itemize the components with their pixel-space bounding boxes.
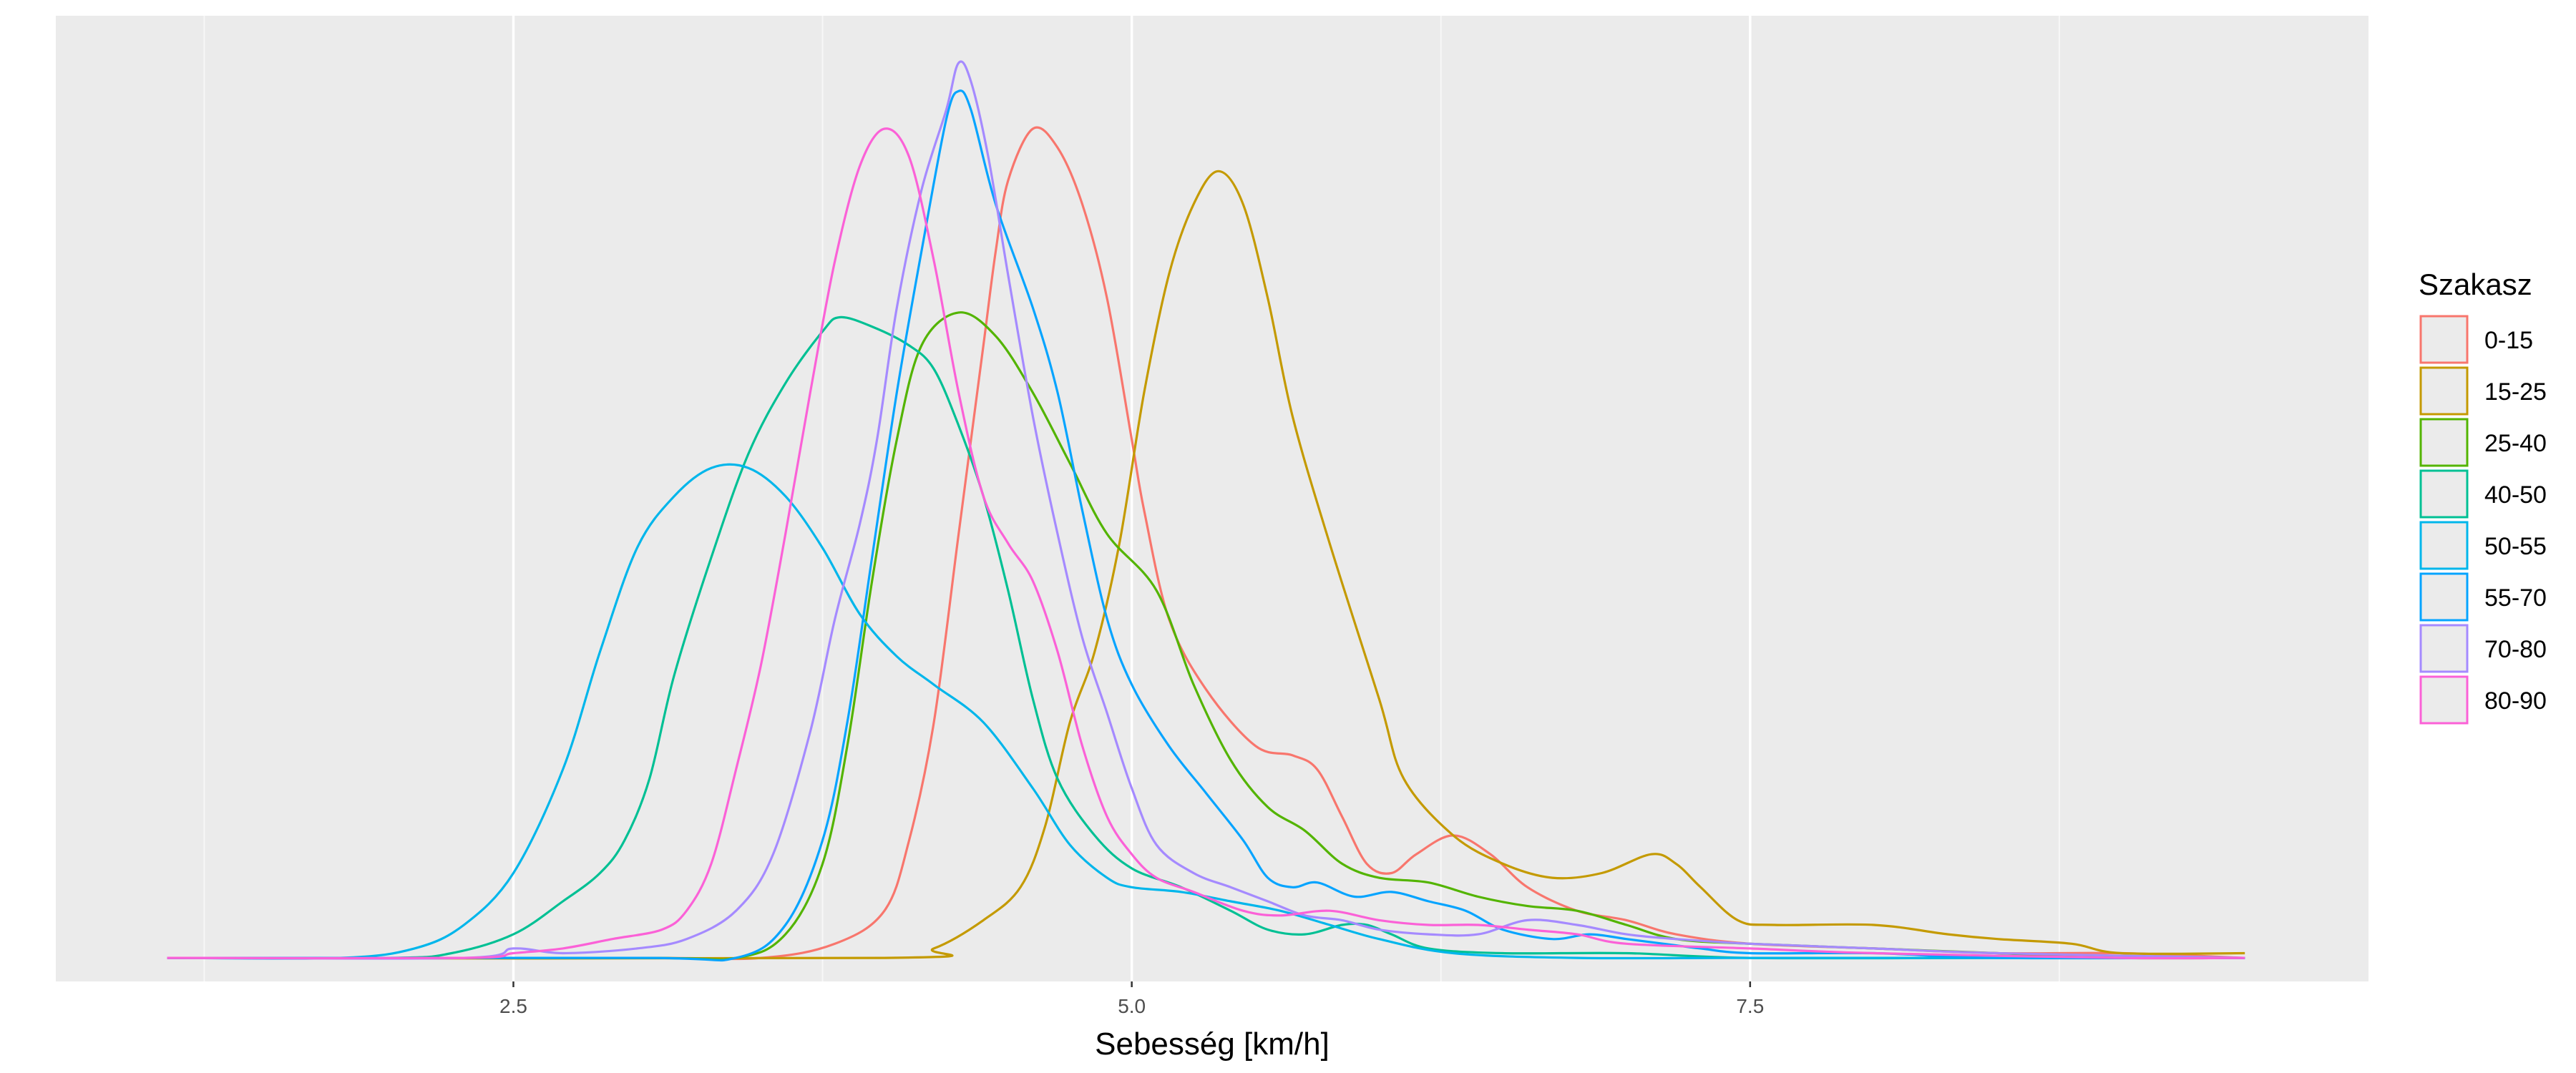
legend-key-0-15 xyxy=(2419,315,2469,364)
legend-label: 55-70 xyxy=(2484,584,2547,612)
legend-label: 0-15 xyxy=(2484,327,2533,354)
series-line-40-50 xyxy=(167,315,2245,960)
legend-key-70-80 xyxy=(2419,624,2469,673)
legend-label: 80-90 xyxy=(2484,687,2547,715)
x-axis-ticks: 2.5 5.0 7.5 xyxy=(499,981,1764,1017)
x-axis-title: Sebesség [km/h] xyxy=(1095,1027,1330,1062)
series-line-80-90 xyxy=(167,127,2245,960)
legend-label: 25-40 xyxy=(2484,430,2547,457)
legend-key-40-50 xyxy=(2419,469,2469,519)
series-line-0-15 xyxy=(167,126,2245,961)
legend-items: 0-15 15-25 25-40 40-50 50-55 55-70 70-80 80-90 xyxy=(2419,315,2547,725)
x-tick-label: 2.5 xyxy=(499,995,527,1017)
legend-title: Szakasz xyxy=(2419,268,2532,301)
series-line-15-25 xyxy=(167,170,2245,960)
legend-label: 40-50 xyxy=(2484,481,2547,509)
legend-key-55-70 xyxy=(2419,572,2469,622)
legend-label: 15-25 xyxy=(2484,378,2547,406)
series-line-55-70 xyxy=(167,89,2245,962)
legend-label: 50-55 xyxy=(2484,533,2547,560)
x-tick-label: 5.0 xyxy=(1118,995,1146,1017)
legend-key-80-90 xyxy=(2419,675,2469,725)
legend-label: 70-80 xyxy=(2484,636,2547,663)
major-gridlines xyxy=(512,16,1752,981)
legend: Szakasz 0-15 15-25 25-40 40-50 50-55 55-70 70-… xyxy=(2419,268,2547,725)
series-line-50-55 xyxy=(167,463,2245,960)
legend-key-25-40 xyxy=(2419,418,2469,467)
series-lines xyxy=(167,60,2245,962)
x-tick-label: 7.5 xyxy=(1736,995,1764,1017)
minor-gridlines xyxy=(203,16,2060,981)
series-line-70-80 xyxy=(167,60,2245,960)
legend-key-15-25 xyxy=(2419,366,2469,416)
legend-key-50-55 xyxy=(2419,521,2469,570)
plot-panel xyxy=(56,16,2368,981)
